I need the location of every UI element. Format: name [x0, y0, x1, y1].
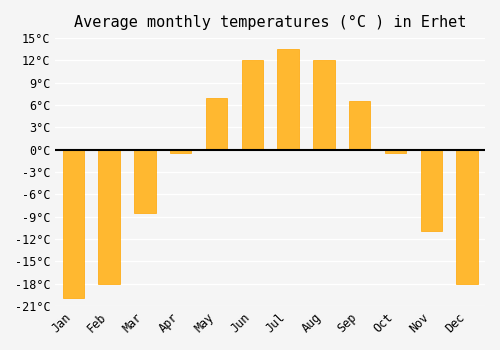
Bar	[456, 150, 478, 284]
Bar	[385, 150, 406, 153]
Bar	[134, 150, 156, 213]
Bar	[420, 150, 442, 231]
Title: Average monthly temperatures (°C ) in Erhet: Average monthly temperatures (°C ) in Er…	[74, 15, 466, 30]
Bar	[349, 102, 370, 150]
Bar	[98, 150, 120, 284]
Bar	[206, 98, 228, 150]
Bar	[278, 49, 299, 150]
Bar	[313, 61, 334, 150]
Bar	[170, 150, 192, 153]
Bar	[62, 150, 84, 299]
Bar	[242, 61, 263, 150]
